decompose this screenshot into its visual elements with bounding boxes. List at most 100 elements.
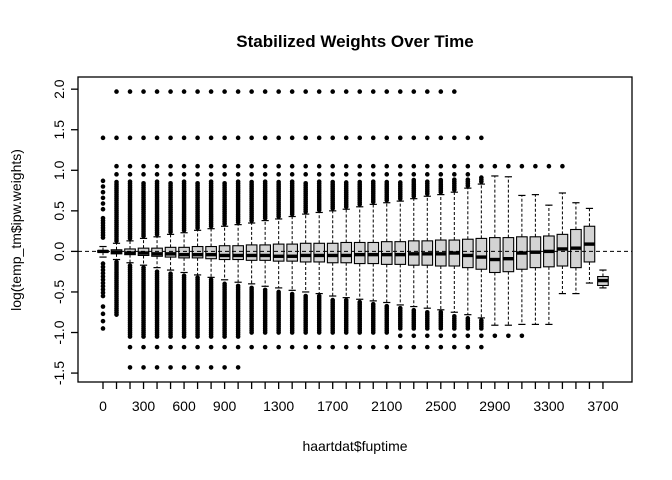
x-tick-label: 900 <box>213 398 237 414</box>
outlier-dot <box>154 269 160 274</box>
outlier-dot <box>114 135 119 141</box>
outlier-dot <box>100 277 106 283</box>
outlier-dot <box>154 89 160 94</box>
outlier-dot <box>235 135 241 141</box>
outlier-dot <box>438 163 444 169</box>
outlier-dot <box>127 344 133 350</box>
outlier-dot <box>316 344 322 350</box>
outlier-dot <box>479 163 484 169</box>
outlier-dot <box>479 318 484 323</box>
outlier-dot <box>289 135 295 141</box>
outlier-dot <box>479 175 484 180</box>
outlier-dot <box>195 180 200 186</box>
outlier-dot <box>235 365 241 370</box>
outlier-dot <box>303 172 308 177</box>
outlier-dot <box>452 163 457 169</box>
outlier-dot <box>465 333 471 339</box>
outlier-dot <box>289 291 295 297</box>
outlier-dot <box>289 163 295 169</box>
outlier-dot <box>303 163 308 169</box>
x-tick-label: 3700 <box>587 398 618 414</box>
outlier-dot <box>168 344 173 350</box>
outlier-dot <box>168 271 173 277</box>
outlier-dot <box>384 303 390 309</box>
outlier-dot <box>330 135 336 141</box>
outlier-dot <box>411 177 417 183</box>
outlier-dot <box>222 365 227 370</box>
x-tick-label: 0 <box>99 398 107 414</box>
y-tick-label: 0.5 <box>51 201 67 221</box>
outlier-dot <box>492 333 498 339</box>
x-tick-label: 300 <box>132 398 156 414</box>
outlier-dot <box>397 180 403 185</box>
x-tick-label: 1700 <box>317 398 348 414</box>
boxplot-box <box>218 245 231 261</box>
y-tick-label: 0.0 <box>51 241 67 261</box>
boxplot-box <box>502 237 515 273</box>
outlier-dot <box>222 135 227 141</box>
outlier-dot <box>100 274 106 279</box>
outlier-dot <box>235 344 241 350</box>
boxplot-box <box>461 238 474 269</box>
outlier-dot <box>397 333 403 339</box>
outlier-dot <box>438 89 444 94</box>
outlier-dot <box>114 172 119 177</box>
outlier-dot <box>452 344 457 350</box>
y-axis-label: log(temp_tm$ipw.weights) <box>8 149 24 311</box>
outlier-dot <box>424 179 430 184</box>
outlier-dot <box>303 180 308 186</box>
boxplot-box <box>259 244 271 261</box>
outlier-dot <box>397 89 403 94</box>
outlier-dot <box>438 177 444 183</box>
outlier-dot <box>154 172 160 177</box>
outlier-dot <box>262 344 268 350</box>
outlier-dot <box>330 163 336 169</box>
plot-area: 2.0 1.5 1.0 0.5 0.0 -0.5 -1.0 -1.5 0 300 600 900 130… <box>51 76 633 414</box>
outlier-dot <box>141 265 146 270</box>
outlier-dot <box>100 304 106 309</box>
outlier-dot <box>100 283 106 289</box>
outlier-dot <box>316 163 322 169</box>
outlier-dot <box>100 189 106 195</box>
outlier-dot <box>316 172 322 177</box>
outlier-dot <box>141 344 146 350</box>
outlier-dot <box>114 179 119 185</box>
x-tick-label: 3300 <box>533 398 564 414</box>
outlier-dot <box>411 172 417 177</box>
outlier-dot <box>276 179 281 185</box>
outlier-dot <box>222 344 227 350</box>
outlier-dot <box>100 206 106 212</box>
outlier-dot <box>438 172 444 177</box>
outlier-dot <box>208 277 214 283</box>
outlier-dot <box>357 172 363 177</box>
outlier-dot <box>411 307 417 313</box>
outlier-dot <box>357 344 363 350</box>
outlier-dot <box>424 309 430 315</box>
outlier-dot <box>154 179 160 184</box>
outlier-dot <box>235 179 241 184</box>
outlier-dot <box>100 201 106 206</box>
outlier-dot <box>303 135 308 141</box>
outlier-dot <box>276 89 281 94</box>
outlier-dot <box>114 259 119 265</box>
boxplot-box <box>272 243 285 262</box>
outlier-dot <box>208 163 214 169</box>
outlier-dot <box>208 89 214 94</box>
outlier-dot <box>168 163 173 169</box>
outlier-dot <box>262 89 268 94</box>
outlier-dot <box>222 172 227 177</box>
outlier-dot <box>411 333 417 339</box>
outlier-dot <box>519 333 525 339</box>
boxplot-box <box>299 242 312 263</box>
outlier-dot <box>492 163 498 169</box>
outlier-dot <box>357 179 363 185</box>
outlier-dot <box>141 365 146 370</box>
boxplot-box <box>313 242 326 263</box>
outlier-dot <box>154 344 160 350</box>
outlier-dot <box>127 263 133 268</box>
outlier-dot <box>465 177 471 182</box>
outlier-dot <box>465 163 471 169</box>
plot-border <box>77 76 633 383</box>
outlier-dot <box>235 283 241 289</box>
